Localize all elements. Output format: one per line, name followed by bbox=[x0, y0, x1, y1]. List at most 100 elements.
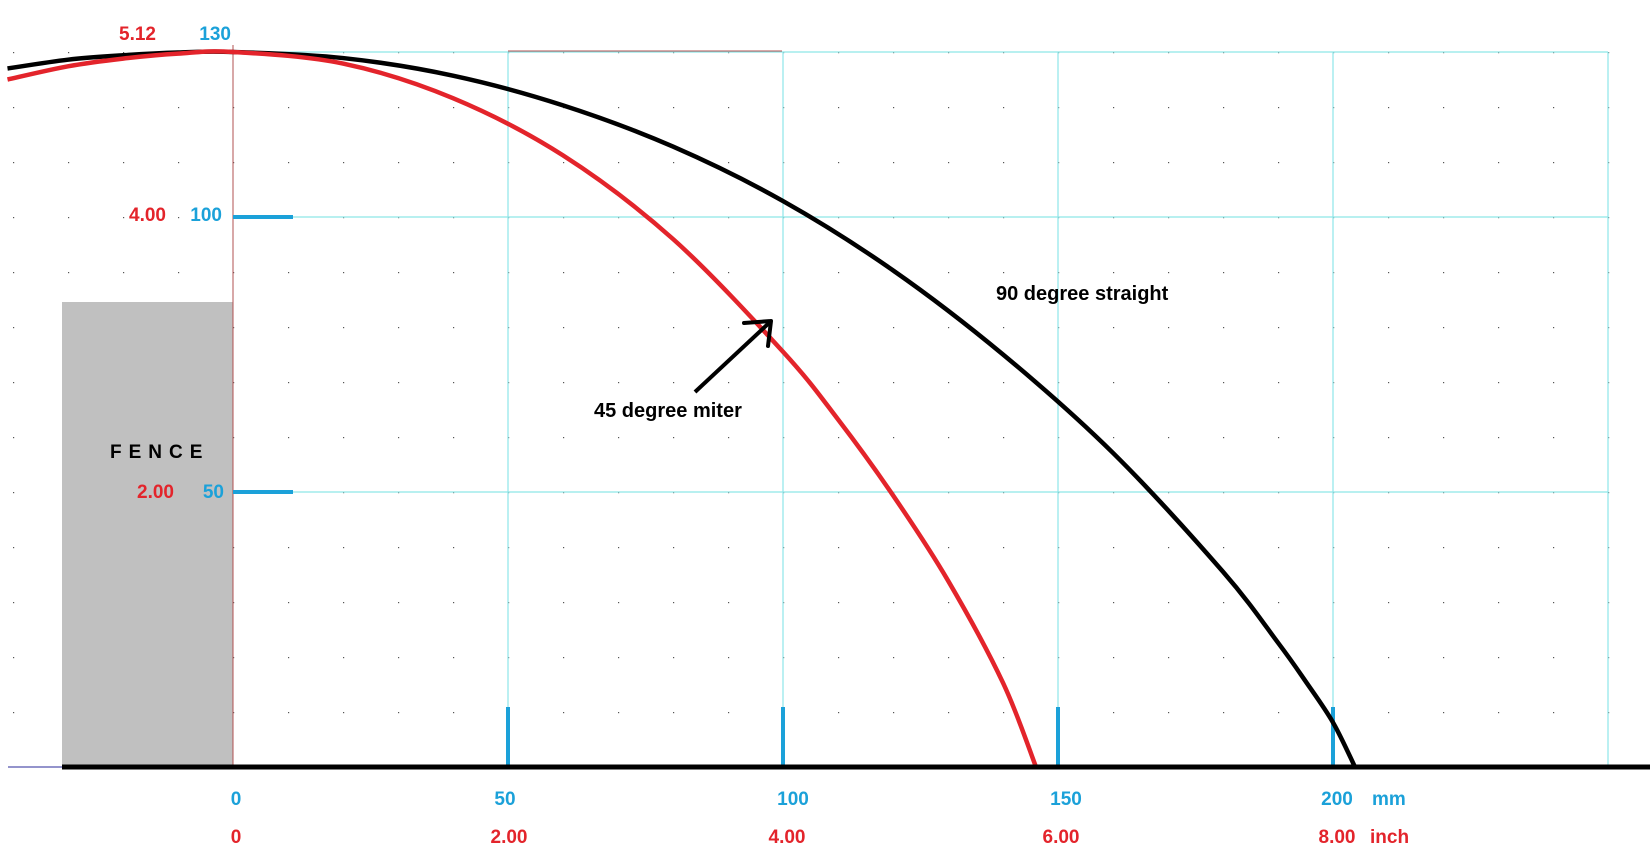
grid-dot bbox=[13, 217, 15, 219]
grid-dot bbox=[1168, 327, 1170, 329]
grid-dot bbox=[1388, 217, 1390, 219]
grid-dot bbox=[1168, 272, 1170, 274]
grid-dot bbox=[1168, 217, 1170, 219]
grid-dot bbox=[1223, 382, 1225, 384]
grid-dot bbox=[453, 382, 455, 384]
grid-dot bbox=[838, 382, 840, 384]
grid-dot bbox=[288, 602, 290, 604]
grid-dot bbox=[343, 107, 345, 109]
grid-dot bbox=[343, 712, 345, 714]
grid-dot bbox=[1113, 217, 1115, 219]
grid-dot bbox=[1553, 437, 1555, 439]
x-inch-label-4: 4.00 bbox=[769, 827, 806, 848]
grid-dot bbox=[398, 162, 400, 164]
grid-dot bbox=[728, 382, 730, 384]
grid-dot bbox=[398, 657, 400, 659]
grid-dot bbox=[1278, 602, 1280, 604]
grid-dot bbox=[288, 437, 290, 439]
grid-dot bbox=[838, 602, 840, 604]
grid-dot bbox=[838, 272, 840, 274]
grid-dot bbox=[1498, 437, 1500, 439]
grid-dot bbox=[563, 602, 565, 604]
grid-dot bbox=[728, 327, 730, 329]
grid-dot bbox=[728, 602, 730, 604]
grid-dot bbox=[1113, 437, 1115, 439]
grid-dot bbox=[563, 547, 565, 549]
grid-dot bbox=[1388, 437, 1390, 439]
grid-dot bbox=[1388, 327, 1390, 329]
grid-dot bbox=[453, 162, 455, 164]
grid-dot bbox=[68, 107, 70, 109]
grid-dot bbox=[68, 162, 70, 164]
grid-dot bbox=[123, 272, 125, 274]
grid-dot bbox=[948, 602, 950, 604]
grid-dot bbox=[673, 437, 675, 439]
grid-dot bbox=[838, 162, 840, 164]
grid-dot bbox=[893, 547, 895, 549]
grid-dot bbox=[1498, 382, 1500, 384]
grid-dot bbox=[1443, 162, 1445, 164]
grid-dot bbox=[893, 327, 895, 329]
grid-dot bbox=[673, 107, 675, 109]
grid-dot bbox=[728, 712, 730, 714]
x-inch-label-2: 2.00 bbox=[491, 827, 528, 848]
grid-dot bbox=[1553, 162, 1555, 164]
grid-dot bbox=[673, 162, 675, 164]
grid-dot bbox=[343, 437, 345, 439]
grid-dot bbox=[838, 437, 840, 439]
straight-curve-label: 90 degree straight bbox=[996, 283, 1169, 305]
grid-dot bbox=[728, 437, 730, 439]
grid-dot bbox=[1168, 107, 1170, 109]
grid-dot bbox=[1003, 382, 1005, 384]
grid-dot bbox=[13, 272, 15, 274]
grid-dot bbox=[233, 272, 235, 274]
curves bbox=[7, 49, 1358, 768]
x-unit-mm: mm bbox=[1372, 789, 1406, 810]
grid-dot bbox=[1388, 272, 1390, 274]
grid-dot bbox=[673, 217, 675, 219]
grid-dot bbox=[343, 602, 345, 604]
grid-dot bbox=[1003, 657, 1005, 659]
grid-dot bbox=[123, 107, 125, 109]
grid-dot bbox=[13, 602, 15, 604]
grid-dot bbox=[1113, 162, 1115, 164]
grid-dot bbox=[1278, 217, 1280, 219]
grid-dot bbox=[1168, 382, 1170, 384]
grid-dot bbox=[1223, 217, 1225, 219]
x-mm-label-200: 200 bbox=[1321, 789, 1353, 810]
grid-dot bbox=[618, 382, 620, 384]
grid-dot bbox=[893, 712, 895, 714]
grid-dot bbox=[893, 217, 895, 219]
grid-dot bbox=[673, 712, 675, 714]
grid-dot bbox=[233, 657, 235, 659]
grid-dot bbox=[893, 437, 895, 439]
grid-dot bbox=[453, 602, 455, 604]
grid-dot bbox=[1553, 602, 1555, 604]
grid-dot bbox=[178, 162, 180, 164]
grid-dot bbox=[1278, 437, 1280, 439]
grid-dot bbox=[13, 437, 15, 439]
grid-dot bbox=[1003, 547, 1005, 549]
grid-dot bbox=[1168, 712, 1170, 714]
grid-dot bbox=[343, 162, 345, 164]
grid-dot bbox=[948, 107, 950, 109]
grid-dot bbox=[563, 272, 565, 274]
x-mm-label-50: 50 bbox=[494, 789, 515, 810]
grid-dot bbox=[13, 712, 15, 714]
grid-dot bbox=[1553, 217, 1555, 219]
grid-dot bbox=[1003, 162, 1005, 164]
grid-dot bbox=[563, 327, 565, 329]
grid-dot bbox=[1553, 272, 1555, 274]
grid-dot bbox=[1498, 547, 1500, 549]
grid-dot bbox=[288, 382, 290, 384]
grid-dot bbox=[618, 657, 620, 659]
grid-dot bbox=[288, 712, 290, 714]
grid-dot bbox=[453, 107, 455, 109]
grid-dot bbox=[618, 547, 620, 549]
grid-dot bbox=[398, 712, 400, 714]
grid-dot bbox=[288, 547, 290, 549]
grid-dot bbox=[1278, 547, 1280, 549]
grid-dot bbox=[13, 657, 15, 659]
grid-dot bbox=[1113, 712, 1115, 714]
grid-dot bbox=[948, 437, 950, 439]
